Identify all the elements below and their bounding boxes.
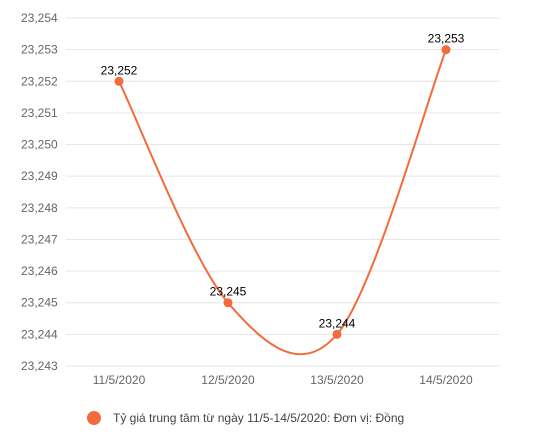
- data-label: 23,245: [210, 285, 247, 299]
- y-tick-label: 23,245: [21, 296, 58, 310]
- y-tick-label: 23,248: [21, 201, 58, 215]
- x-tick-label: 11/5/2020: [93, 373, 146, 387]
- y-tick-label: 23,251: [21, 106, 58, 120]
- gridlines: [66, 17, 500, 367]
- data-label: 23,253: [428, 32, 465, 46]
- data-labels: 23,252 23,245 23,244 23,253: [101, 32, 465, 331]
- x-tick-label: 12/5/2020: [201, 373, 255, 387]
- y-tick-label: 23,253: [21, 43, 58, 57]
- x-tick-label: 14/5/2020: [419, 373, 473, 387]
- series: [114, 45, 451, 356]
- x-tick-label: 13/5/2020: [310, 373, 364, 387]
- y-tick-label: 23,252: [21, 74, 58, 88]
- series-line: [118, 49, 447, 356]
- y-tick-label: 23,246: [21, 264, 58, 278]
- y-tick-label: 23,244: [21, 327, 58, 341]
- data-point[interactable]: [332, 329, 342, 339]
- y-tick-label: 23,254: [21, 11, 58, 25]
- data-label: 23,244: [319, 316, 356, 330]
- x-axis-tick-labels: 11/5/2020 12/5/2020 13/5/2020 14/5/2020: [93, 373, 473, 387]
- y-tick-label: 23,243: [21, 359, 58, 373]
- legend: Tỷ giá trung tâm từ ngày 11/5-14/5/2020:…: [87, 411, 404, 425]
- y-tick-label: 23,250: [21, 138, 58, 152]
- y-axis-tick-labels: 23,243 23,244 23,245 23,246 23,247 23,248 23,2…: [21, 11, 58, 373]
- data-point[interactable]: [114, 76, 124, 86]
- data-point[interactable]: [223, 298, 233, 308]
- legend-label: Tỷ giá trung tâm từ ngày 11/5-14/5/2020:…: [113, 411, 404, 425]
- legend-marker: [87, 411, 101, 425]
- data-label: 23,252: [101, 63, 138, 77]
- data-point[interactable]: [441, 45, 451, 55]
- y-tick-label: 23,249: [21, 169, 58, 183]
- y-tick-label: 23,247: [21, 232, 58, 246]
